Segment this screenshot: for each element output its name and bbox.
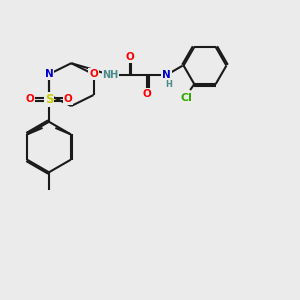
Text: Cl: Cl — [180, 93, 192, 103]
Text: S: S — [45, 93, 53, 106]
Text: O: O — [89, 69, 98, 79]
Text: O: O — [25, 94, 34, 104]
Text: H: H — [165, 80, 172, 88]
Text: O: O — [143, 88, 152, 98]
Text: O: O — [64, 94, 73, 104]
Text: NH: NH — [102, 70, 119, 80]
Text: O: O — [125, 52, 134, 62]
Text: N: N — [45, 69, 53, 79]
Text: N: N — [162, 70, 171, 80]
